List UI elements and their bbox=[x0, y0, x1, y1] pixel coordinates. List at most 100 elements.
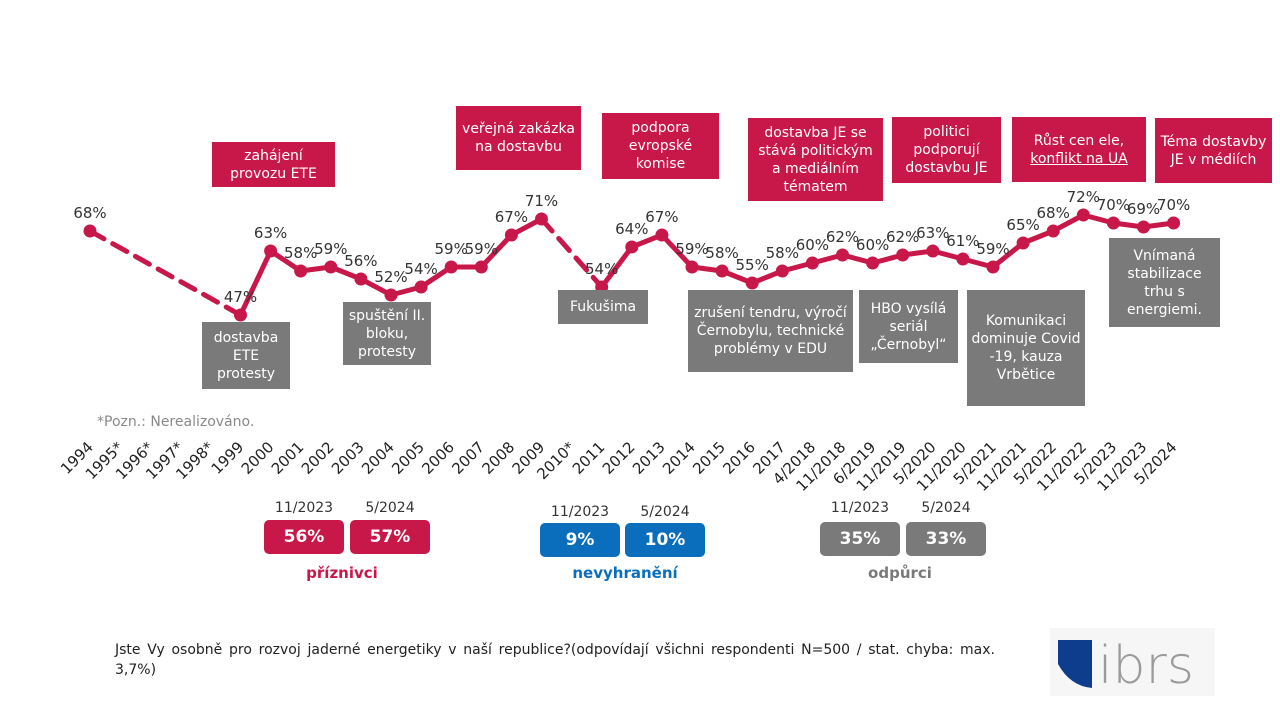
series-segment bbox=[87, 228, 243, 318]
data-label: 58% bbox=[284, 244, 317, 262]
data-label: 65% bbox=[1006, 216, 1039, 234]
data-point bbox=[234, 308, 247, 322]
x-tick-label: 2001 bbox=[268, 438, 308, 478]
data-point bbox=[324, 260, 338, 274]
data-point bbox=[294, 264, 308, 278]
data-point bbox=[1076, 208, 1090, 222]
summary-value-a: 35% bbox=[820, 522, 900, 556]
data-label: 63% bbox=[916, 224, 949, 242]
data-point bbox=[444, 260, 458, 274]
x-tick-label: 2011 bbox=[569, 438, 609, 478]
data-label: 52% bbox=[374, 268, 407, 286]
series-segment bbox=[539, 216, 605, 290]
annotation-energy-prices: Růst cen ele, konflikt na UA bbox=[1012, 117, 1146, 182]
data-label: 56% bbox=[344, 252, 377, 270]
data-label: 70% bbox=[1097, 196, 1130, 214]
data-label: 59% bbox=[976, 240, 1009, 258]
logo-graphic: ibrs bbox=[1058, 636, 1194, 696]
x-tick-labels: 19941995*1996*1997*1998*1999200020012002… bbox=[57, 438, 1180, 495]
data-point bbox=[83, 224, 97, 238]
data-label: 71% bbox=[525, 192, 558, 210]
data-point bbox=[655, 228, 669, 242]
annotation-media-topic: Téma dostavby JE v médiích bbox=[1155, 118, 1272, 183]
series-points bbox=[83, 208, 1181, 322]
data-point bbox=[956, 252, 970, 266]
data-label: 54% bbox=[585, 260, 618, 278]
data-label: 58% bbox=[766, 244, 799, 262]
data-label: 69% bbox=[1127, 200, 1160, 218]
x-tick-label: 2004 bbox=[358, 438, 398, 478]
data-label: 61% bbox=[946, 232, 979, 250]
data-label: 47% bbox=[224, 288, 257, 306]
summary-group-label: nevyhranění bbox=[572, 564, 678, 582]
data-point bbox=[1046, 224, 1060, 238]
summary-value-a: 9% bbox=[540, 523, 620, 557]
summary-group-label: odpůrci bbox=[868, 564, 932, 582]
summary-period-a: 11/2023 bbox=[830, 500, 890, 516]
annotation-tender-cancelled: zrušení tendru, výročí Černobylu, techni… bbox=[688, 290, 853, 372]
annotation-hbo-chernobyl: HBO vysílá seriál „Černobyl“ bbox=[859, 290, 958, 363]
summary-period-a: 11/2023 bbox=[550, 504, 610, 520]
series-segment bbox=[238, 248, 274, 318]
x-tick-label: 2016 bbox=[719, 438, 759, 478]
data-point bbox=[866, 256, 880, 270]
data-point bbox=[1167, 216, 1181, 230]
data-label: 62% bbox=[826, 228, 859, 246]
data-label: 72% bbox=[1067, 188, 1100, 206]
data-point bbox=[384, 288, 398, 302]
data-label: 54% bbox=[404, 260, 437, 278]
survey-question: Jste Vy osobně pro rozvoj jaderné energe… bbox=[115, 642, 995, 678]
data-label: 60% bbox=[856, 236, 889, 254]
data-point bbox=[1106, 216, 1120, 230]
data-point bbox=[354, 272, 368, 286]
annotation-stabilization: Vnímaná stabilizace trhu s energiemi. bbox=[1109, 238, 1220, 327]
data-point bbox=[775, 264, 789, 278]
data-point bbox=[926, 244, 940, 258]
x-tick-label: 2006 bbox=[418, 438, 458, 478]
summary-value-a: 56% bbox=[264, 520, 344, 554]
ibrs-logo: ibrs bbox=[1050, 628, 1215, 696]
summary-period-b: 5/2024 bbox=[921, 500, 971, 516]
x-tick-label: 2012 bbox=[599, 438, 639, 478]
data-point bbox=[805, 256, 819, 270]
data-label: 59% bbox=[675, 240, 708, 258]
data-point bbox=[896, 248, 910, 262]
data-point bbox=[474, 260, 488, 274]
summary-period-b: 5/2024 bbox=[365, 500, 415, 516]
annotation-energy-prices-text: Růst cen ele, konflikt na UA bbox=[1030, 132, 1128, 167]
summary-group-label: příznivci bbox=[306, 564, 378, 582]
summary-period-a: 11/2023 bbox=[274, 500, 334, 516]
data-point bbox=[504, 228, 518, 242]
data-point bbox=[264, 244, 278, 258]
x-tick-label: 2014 bbox=[659, 438, 699, 478]
x-tick-label: 2007 bbox=[448, 438, 488, 478]
data-label: 68% bbox=[73, 204, 106, 222]
data-label: 60% bbox=[796, 236, 829, 254]
x-tick-label: 2005 bbox=[388, 438, 428, 478]
data-label: 68% bbox=[1037, 204, 1070, 222]
footnote: *Pozn.: Nerealizováno. bbox=[97, 414, 255, 430]
annotation-ete-start: zahájení provozu ETE bbox=[212, 142, 335, 187]
data-label: 59% bbox=[465, 240, 498, 258]
x-tick-label: 2013 bbox=[629, 438, 669, 478]
data-label: 59% bbox=[435, 240, 468, 258]
value-labels: 68%47%63%58%59%56%52%54%59%59%67%71%54%6… bbox=[73, 188, 1190, 306]
x-tick-label: 1999 bbox=[208, 438, 248, 478]
annotation-ete-protests: dostavba ETE protesty bbox=[202, 322, 290, 389]
data-point bbox=[625, 240, 639, 254]
data-label: 64% bbox=[615, 220, 648, 238]
x-tick-label: 2015 bbox=[689, 438, 729, 478]
summary-value-b: 10% bbox=[625, 523, 705, 557]
summary-value-b: 33% bbox=[906, 522, 986, 556]
data-point bbox=[986, 260, 1000, 274]
annotation-tender: veřejná zakázka na dostavbu bbox=[456, 106, 581, 170]
data-label: 67% bbox=[495, 208, 528, 226]
series-segment bbox=[478, 232, 514, 270]
data-point bbox=[1137, 220, 1150, 234]
data-point bbox=[715, 264, 729, 278]
annotation-political-topic: dostavba JE se stává politickým a mediál… bbox=[748, 118, 883, 201]
data-label: 58% bbox=[705, 244, 738, 262]
series-segment bbox=[599, 244, 635, 290]
svg-text:ibrs: ibrs bbox=[1098, 636, 1194, 696]
series-segment bbox=[659, 232, 695, 270]
